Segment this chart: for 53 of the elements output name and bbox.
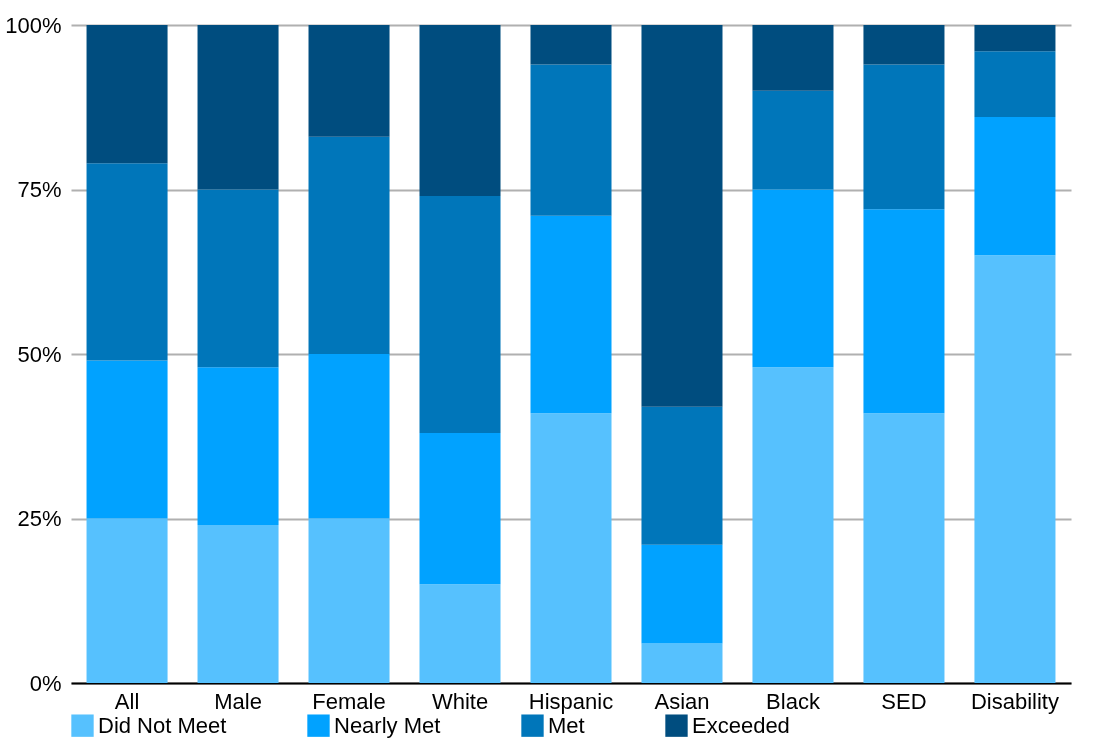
x-tick-label: White bbox=[431, 688, 489, 714]
bar bbox=[530, 64, 612, 216]
bar bbox=[308, 136, 390, 354]
y-tick-label: 100% bbox=[5, 12, 62, 38]
y-tick-label: 0% bbox=[29, 670, 62, 696]
bar bbox=[419, 584, 501, 683]
legend-label: Nearly Met bbox=[334, 712, 441, 738]
y-tick-label: 75% bbox=[17, 177, 62, 202]
bar bbox=[641, 25, 723, 407]
y-tick-label: 25% bbox=[17, 506, 62, 531]
bar bbox=[752, 367, 834, 683]
bar bbox=[197, 25, 279, 190]
bar bbox=[308, 354, 390, 519]
bar bbox=[308, 25, 390, 137]
bar bbox=[974, 255, 1056, 683]
bar bbox=[86, 518, 168, 683]
bar bbox=[863, 413, 945, 683]
bar bbox=[752, 189, 834, 368]
y-tick-label: 50% bbox=[17, 341, 62, 367]
bar bbox=[86, 25, 168, 164]
x-tick-label: SED bbox=[881, 688, 927, 714]
x-tick-label: Disability bbox=[970, 688, 1059, 714]
bar bbox=[752, 90, 834, 190]
bar bbox=[752, 25, 834, 91]
bar bbox=[974, 117, 1056, 256]
bar bbox=[86, 163, 168, 361]
bar bbox=[863, 209, 945, 414]
bar bbox=[86, 360, 168, 519]
bar bbox=[308, 518, 390, 683]
x-tick-label: Hispanic bbox=[528, 688, 614, 714]
x-tick-label: Asian bbox=[654, 688, 710, 714]
bar bbox=[530, 413, 612, 683]
bar bbox=[974, 51, 1056, 118]
bar bbox=[641, 643, 723, 683]
legend-label: Did Not Meet bbox=[98, 712, 227, 738]
bar bbox=[197, 525, 279, 683]
bar bbox=[530, 215, 612, 414]
x-tick-label: Black bbox=[766, 688, 821, 714]
bar bbox=[419, 196, 501, 433]
bar bbox=[419, 25, 501, 197]
bar bbox=[863, 64, 945, 210]
bar bbox=[641, 406, 723, 545]
bar bbox=[641, 544, 723, 644]
bar bbox=[197, 189, 279, 368]
bar bbox=[419, 432, 501, 585]
bar bbox=[974, 25, 1056, 52]
x-tick-label: All bbox=[114, 688, 140, 714]
bar bbox=[197, 367, 279, 526]
x-tick-label: Male bbox=[214, 688, 262, 714]
legend-label: Exceeded bbox=[692, 712, 790, 738]
x-tick-label: Female bbox=[312, 688, 386, 714]
bar bbox=[863, 25, 945, 65]
bar bbox=[530, 25, 612, 65]
